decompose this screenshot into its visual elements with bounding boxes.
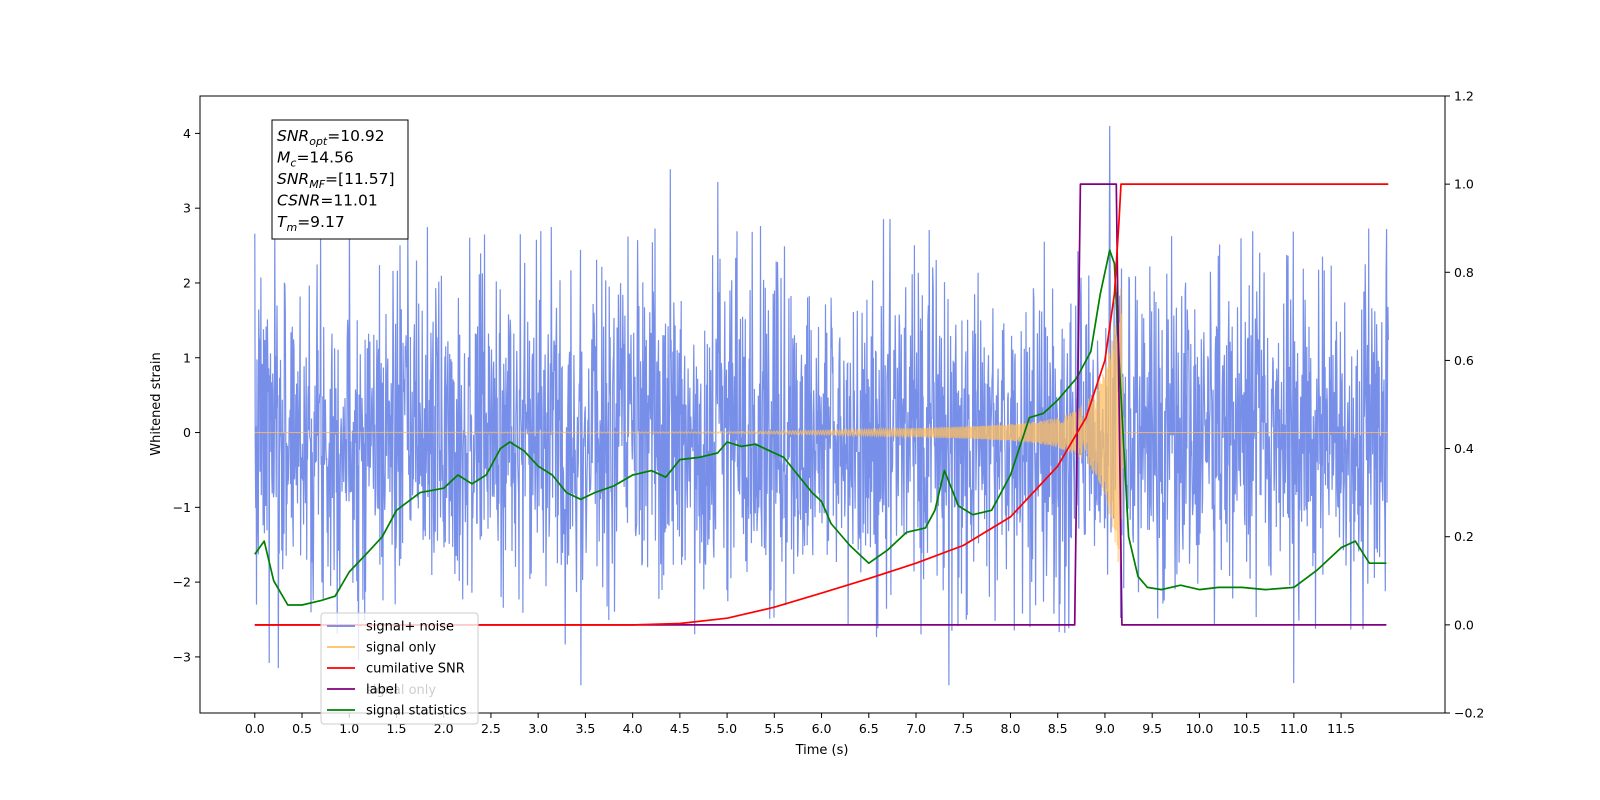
annotation-frame — [271, 119, 409, 240]
x-axis-label: Time (s) — [795, 743, 849, 758]
y-tick-label: −2 — [173, 575, 191, 590]
x-tick-label: 1.5 — [387, 721, 407, 736]
y-tick-label: 2 — [183, 275, 191, 290]
legend-entry-label: label — [366, 683, 397, 698]
x-tick-label: 9.5 — [1142, 721, 1162, 736]
y-tick-label: 0 — [183, 425, 191, 440]
y-tick-label: −3 — [173, 649, 191, 664]
x-tick-label: 4.5 — [670, 721, 690, 736]
x-tick-label: 3.0 — [528, 721, 548, 736]
annotation-line: Mc=14.56 — [277, 149, 354, 170]
y2-tick-label: 0.0 — [1454, 617, 1474, 632]
axis-layer: 0.0 0.5 1.0 1.5 2.0 2.5 3.0 3.5 4.0 4.5 5.0 5.5 6.0 6… — [173, 89, 1485, 737]
x-tick-label: 5.0 — [717, 721, 737, 736]
series-signal-only — [254, 288, 1389, 581]
y-tick-label: −1 — [173, 500, 191, 515]
annotation-line: SNRopt=10.92 — [277, 127, 385, 148]
annotation-line: Tm=9.17 — [277, 213, 345, 234]
plot-frame — [199, 95, 1446, 714]
x-tick-label: 2.5 — [481, 721, 501, 736]
y2-tick-label: 1.2 — [1454, 89, 1474, 104]
x-tick-label: 10.0 — [1185, 721, 1213, 736]
series-signal-noise — [254, 125, 1389, 686]
legend-entry-label: signal statistics — [366, 704, 467, 719]
x-tick-label: 6.0 — [812, 721, 832, 736]
legend-entry-label: signal+ noise — [366, 620, 454, 635]
x-tick-label: 4.0 — [623, 721, 643, 736]
x-tick-label: 6.5 — [859, 721, 879, 736]
annotation-line: CSNR=11.01 — [277, 192, 378, 210]
x-tick-label: 9.0 — [1095, 721, 1115, 736]
y2-tick-label: 0.6 — [1454, 353, 1474, 368]
series-label — [254, 183, 1387, 626]
legend-entry-label: signal only — [366, 641, 436, 656]
x-tick-label: 5.5 — [764, 721, 784, 736]
series-layer — [254, 125, 1389, 686]
x-tick-label: 10.5 — [1233, 721, 1261, 736]
x-tick-label: 8.5 — [1048, 721, 1068, 736]
legend-entry-label: cumilative SNR — [366, 662, 465, 677]
x-tick-label: 11.5 — [1327, 721, 1355, 736]
y-tick-label: 1 — [183, 350, 191, 365]
annotation-box: SNRopt=10.92Mc=14.56SNRMF=[11.57]CSNR=11… — [271, 119, 409, 240]
y2-tick-label: 1.0 — [1454, 177, 1474, 192]
x-tick-label: 11.0 — [1280, 721, 1308, 736]
x-tick-label: 7.0 — [906, 721, 926, 736]
annotation-line: SNRMF=[11.57] — [277, 170, 395, 191]
x-tick-label: 2.0 — [434, 721, 454, 736]
y2-tick-label: 0.8 — [1454, 265, 1474, 280]
y2-tick-label: 0.2 — [1454, 529, 1474, 544]
y-tick-label: 3 — [183, 201, 191, 216]
y-axis-label: Whitened strain — [149, 352, 164, 455]
x-tick-label: 0.5 — [292, 721, 312, 736]
x-tick-label: 3.5 — [575, 721, 595, 736]
series-cumulative-snr — [254, 183, 1389, 626]
series-signal-statistics — [254, 249, 1387, 606]
x-tick-label: 7.5 — [953, 721, 973, 736]
x-tick-label: 1.0 — [339, 721, 359, 736]
x-tick-label: 8.0 — [1001, 721, 1021, 736]
y2-tick-label: −0.2 — [1454, 706, 1484, 721]
x-tick-label: 0.0 — [245, 721, 265, 736]
legend-frame — [320, 612, 479, 725]
y2-tick-label: 0.4 — [1454, 441, 1474, 456]
y-tick-label: 4 — [183, 126, 191, 141]
